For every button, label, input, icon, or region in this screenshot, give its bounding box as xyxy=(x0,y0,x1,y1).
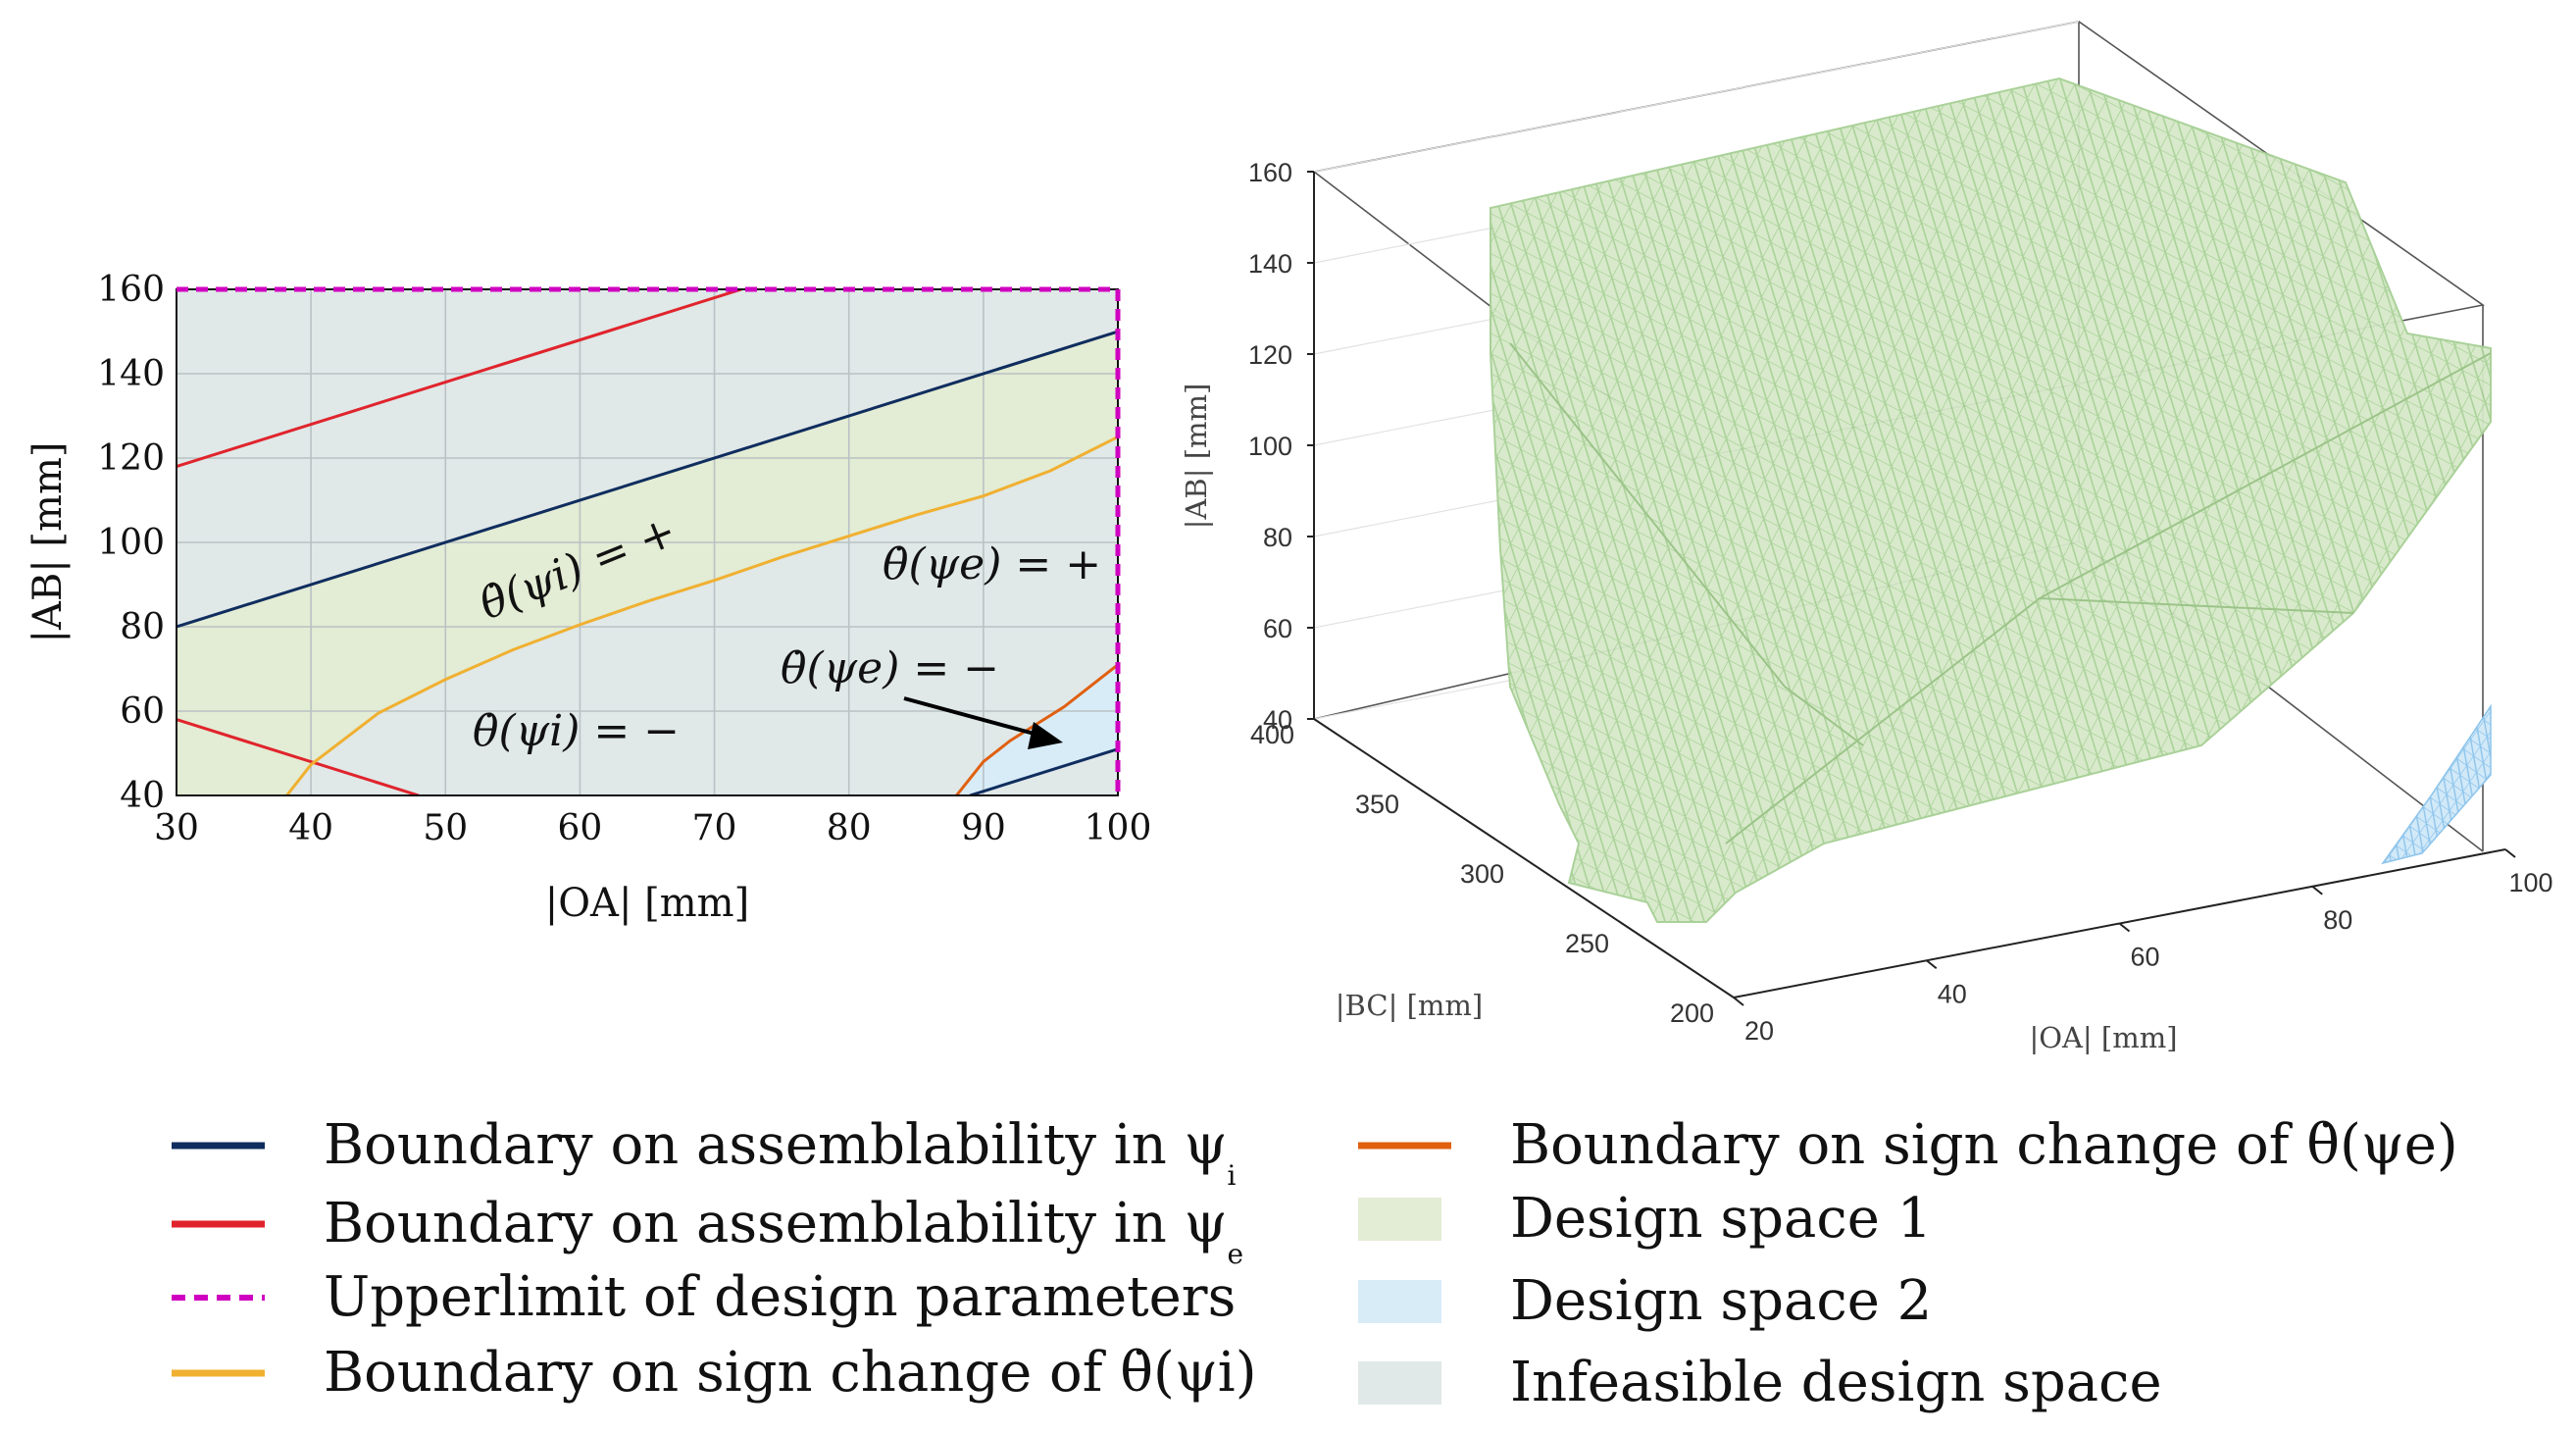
design-space-1-surface xyxy=(1490,77,2492,923)
legend-label: Infeasible design space xyxy=(1510,1351,2162,1414)
boundary-curve-0 xyxy=(177,330,1118,629)
z-tick-label: 80 xyxy=(1263,523,1292,552)
oa-tick-mark xyxy=(1733,997,1744,1006)
x-tick-label: 90 xyxy=(961,808,1006,848)
boundary-curves xyxy=(177,289,1118,795)
x-tick-label: 30 xyxy=(154,808,199,848)
legend: Boundary on assemblability in ψiBoundary… xyxy=(172,1113,2458,1414)
bc-tick-label: 400 xyxy=(1250,720,1294,749)
legend-subscript: i xyxy=(1227,1159,1236,1192)
y-tick-label: 120 xyxy=(97,438,165,479)
x-tick-label: 50 xyxy=(423,808,468,848)
z-tick-label: 160 xyxy=(1248,158,1292,187)
boundary-curve-3 xyxy=(177,718,420,795)
axis-ticks-3d: 40 60 80 100 120 140 160 200 250 300 350 400 20 40 60 8… xyxy=(1248,158,2553,1046)
oa-tick-label: 60 xyxy=(2130,943,2159,972)
boundary-curve-1 xyxy=(969,747,1118,795)
x-axis-title-3d: |OA| [mm] xyxy=(2029,1021,2177,1054)
upper-limit-line xyxy=(177,286,1121,795)
legend-item-5: Design space 1 xyxy=(1358,1187,1932,1251)
legend-item-2: Upperlimit of design parameters xyxy=(172,1265,1236,1329)
legend-label: Upperlimit of design parameters xyxy=(324,1265,1236,1329)
legend-label: Boundary on sign change of θ̇(ψe) xyxy=(1510,1113,2458,1177)
z-tick-label: 100 xyxy=(1248,432,1292,461)
legend-item-7: Infeasible design space xyxy=(1358,1351,2162,1414)
legend-label: Design space 2 xyxy=(1510,1269,1932,1333)
boundary-curve-5 xyxy=(955,663,1118,795)
grid-line-z xyxy=(1313,21,2080,173)
oa-tick-mark xyxy=(2118,922,2131,933)
legend-swatch xyxy=(1358,1198,1441,1241)
region-design-space-1 xyxy=(177,332,1118,795)
legend-swatch xyxy=(1358,1361,1441,1405)
x-tick-label: 100 xyxy=(1085,808,1152,848)
design-space-2-surface xyxy=(2381,703,2492,865)
y-tick-label: 40 xyxy=(120,776,165,816)
z-tick-label: 120 xyxy=(1248,340,1292,370)
legend-label: Boundary on assemblability in ψe xyxy=(324,1192,1243,1270)
x-tick-label: 40 xyxy=(288,808,333,848)
bc-tick-label: 250 xyxy=(1565,929,1609,958)
legend-item-1: Boundary on assemblability in ψe xyxy=(172,1192,1243,1270)
design-space-1-ridge xyxy=(1509,342,2492,844)
oa-tick-mark xyxy=(2311,885,2323,896)
boundary-curve-2 xyxy=(177,289,742,469)
legend-label: Boundary on assemblability in ψi xyxy=(324,1113,1236,1192)
annotation-theta-psi-e-minus: θ̇(ψe) = − xyxy=(781,643,999,693)
y-tick-label: 100 xyxy=(97,523,165,563)
z-tick-label: 60 xyxy=(1263,614,1292,643)
oa-tick-mark xyxy=(1926,959,1938,970)
x-tick-label: 60 xyxy=(558,808,603,848)
z-tick-label: 140 xyxy=(1248,249,1292,279)
legend-item-4: Boundary on sign change of θ̇(ψe) xyxy=(1358,1113,2458,1177)
legend-item-0: Boundary on assemblability in ψi xyxy=(172,1113,1236,1192)
z-axis-title: |AB| [mm] xyxy=(1180,384,1213,530)
z-tick-label: 40 xyxy=(1263,705,1292,735)
legend-item-3: Boundary on sign change of θ̇(ψi) xyxy=(172,1341,1257,1405)
legend-item-6: Design space 2 xyxy=(1358,1269,1932,1333)
y-axis-title: |AB| [mm] xyxy=(25,441,71,642)
x-tick-label: 70 xyxy=(692,808,737,848)
legend-label: Design space 1 xyxy=(1510,1187,1932,1251)
oa-tick-label: 80 xyxy=(2323,905,2352,935)
y-axis-title-3d: |BC| [mm] xyxy=(1336,989,1483,1022)
y-tick-label: 80 xyxy=(120,607,165,647)
bc-tick-label: 350 xyxy=(1355,790,1399,819)
y-tick-label: 140 xyxy=(97,354,165,394)
design-space-3d-chart: 40 60 80 100 120 140 160 200 250 300 350 400 20 40 60 8… xyxy=(1180,21,2553,1054)
oa-tick-label: 20 xyxy=(1744,1016,1774,1046)
x-tick-label: 80 xyxy=(827,808,872,848)
annotation-theta-psi-i-minus: θ̇(ψi) = − xyxy=(473,706,680,756)
legend-swatch xyxy=(1358,1280,1441,1323)
y-tick-label: 160 xyxy=(97,270,165,310)
legend-subscript: e xyxy=(1227,1238,1243,1270)
y-tick-label: 60 xyxy=(120,691,165,732)
oa-tick-label: 40 xyxy=(1938,979,1967,1008)
legend-label: Boundary on sign change of θ̇(ψi) xyxy=(324,1341,1257,1405)
bc-tick-label: 200 xyxy=(1670,998,1714,1028)
x-axis-title: |OA| [mm] xyxy=(545,881,749,926)
annotation-theta-psi-e-plus: θ̇(ψe) = + xyxy=(883,539,1101,589)
boundary-curve-4 xyxy=(285,435,1118,795)
oa-tick-label: 100 xyxy=(2508,868,2552,897)
bc-tick-label: 300 xyxy=(1460,859,1504,889)
annotation-arrow xyxy=(903,696,1063,749)
oa-tick-mark xyxy=(2504,848,2516,858)
